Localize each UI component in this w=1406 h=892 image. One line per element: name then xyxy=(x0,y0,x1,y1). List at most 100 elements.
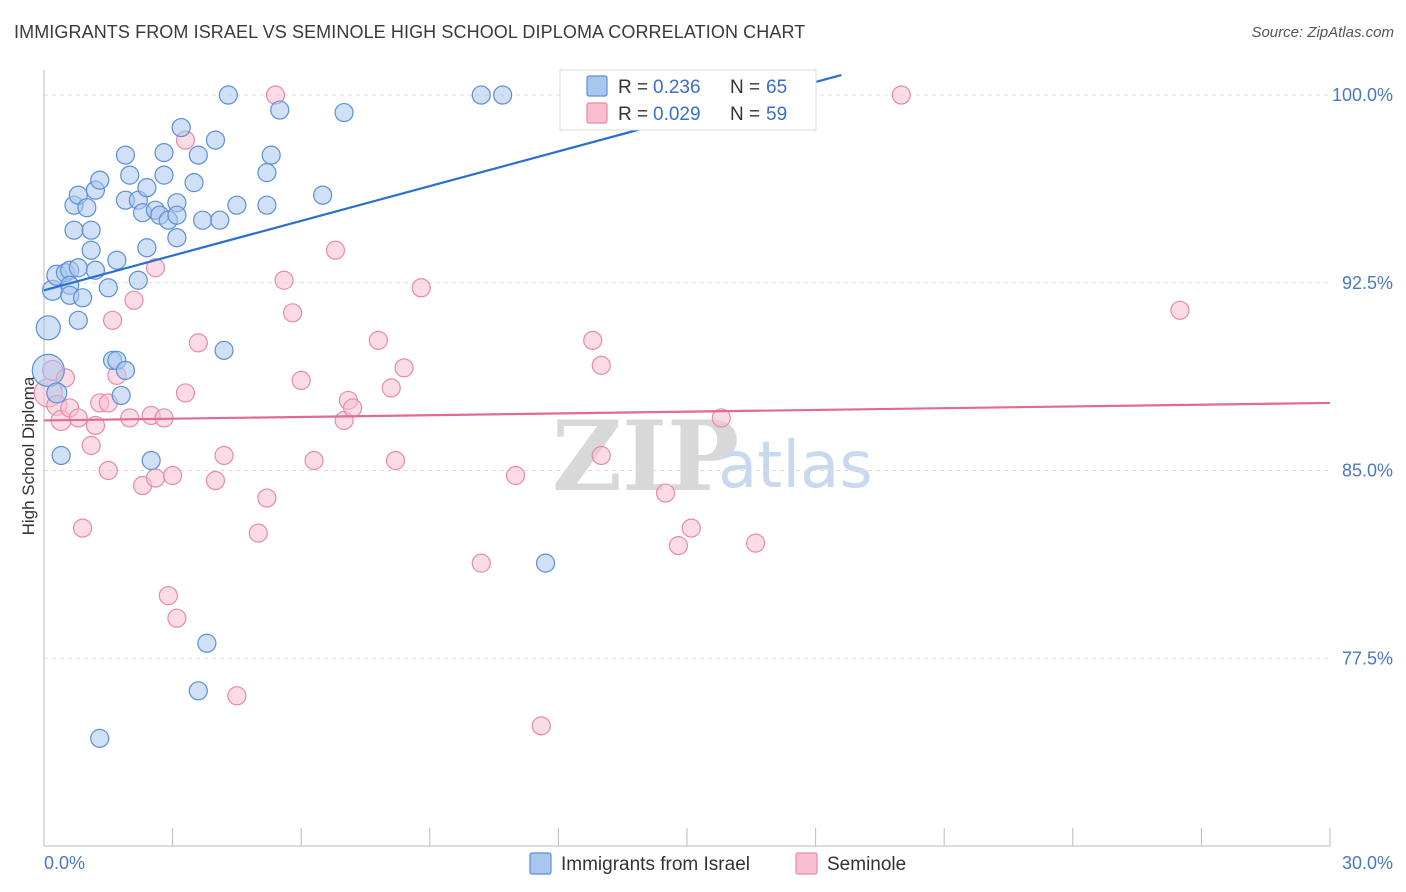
israel-point xyxy=(98,278,118,298)
seminole-point xyxy=(394,358,414,378)
bottom-legend-label-israel: Immigrants from Israel xyxy=(561,854,750,875)
seminole-point xyxy=(681,518,701,538)
israel-point xyxy=(90,170,110,190)
israel-point xyxy=(154,143,174,163)
seminole-point xyxy=(411,278,431,298)
seminole-point xyxy=(81,435,101,456)
israel-point xyxy=(493,85,513,105)
legend-r-label: R = xyxy=(618,77,648,98)
seminole-point xyxy=(668,536,689,556)
israel-point xyxy=(90,728,110,748)
source-credit: Source: ZipAtlas.com xyxy=(1251,24,1394,41)
israel-point xyxy=(188,145,208,165)
seminole-points xyxy=(33,85,1190,736)
israel-point xyxy=(115,360,136,380)
seminole-point xyxy=(158,586,178,606)
seminole-point xyxy=(745,533,766,553)
seminole-point xyxy=(145,258,166,278)
israel-point xyxy=(257,195,277,215)
seminole-point xyxy=(891,85,911,105)
seminole-point xyxy=(381,378,401,398)
israel-point xyxy=(137,178,157,198)
legend-swatch-blue xyxy=(586,75,608,97)
israel-point xyxy=(77,198,97,218)
y-axis-title: High School Diploma xyxy=(19,376,38,535)
legend-r-label: R = xyxy=(618,104,648,125)
israel-point xyxy=(141,450,161,471)
israel-point xyxy=(167,228,187,248)
legend-n-value: 65 xyxy=(766,77,787,98)
x-tick-label: 0.0% xyxy=(44,853,85,873)
israel-point xyxy=(227,195,247,215)
x-tick-labels: 0.0% 30.0% xyxy=(44,853,1393,873)
israel-point xyxy=(64,220,84,240)
seminole-point xyxy=(274,270,294,290)
israel-point xyxy=(313,185,333,205)
gridlines xyxy=(44,94,1330,659)
seminole-point xyxy=(120,408,140,428)
seminole-point xyxy=(175,383,196,403)
seminole-point xyxy=(85,415,106,436)
bottom-legend: Immigrants from Israel Seminole xyxy=(529,852,906,875)
israel-point xyxy=(205,130,226,150)
seminole-point xyxy=(1170,300,1190,320)
watermark: ZIP atlas xyxy=(552,400,873,513)
seminole-point xyxy=(68,408,88,428)
israel-point xyxy=(218,85,238,105)
israel-point xyxy=(257,163,277,183)
seminole-point xyxy=(163,465,183,486)
seminole-point xyxy=(214,445,234,466)
israel-point xyxy=(154,165,174,185)
seminole-trend-line xyxy=(43,401,1331,422)
seminole-point xyxy=(385,450,406,471)
israel-point xyxy=(46,382,68,404)
israel-point xyxy=(111,385,131,406)
legend-swatch-pink xyxy=(586,102,608,124)
israel-point xyxy=(81,240,101,260)
y-tick-label: 85.0% xyxy=(1342,461,1393,481)
israel-point xyxy=(120,165,140,185)
bottom-legend-label-seminole: Seminole xyxy=(827,854,906,875)
seminole-point xyxy=(591,445,611,466)
legend-r-value: 0.029 xyxy=(653,104,701,125)
israel-point xyxy=(115,145,136,165)
israel-point xyxy=(197,633,217,653)
bottom-legend-swatch-pink xyxy=(795,852,818,875)
watermark-zip: ZIP xyxy=(552,400,739,513)
israel-point xyxy=(107,250,127,270)
israel-point xyxy=(167,205,187,225)
israel-point xyxy=(128,270,148,290)
israel-point xyxy=(51,445,71,466)
israel-points xyxy=(31,85,744,748)
israel-point xyxy=(270,100,290,120)
israel-point xyxy=(184,173,204,193)
israel-point xyxy=(68,310,88,330)
x-tick-label: 30.0% xyxy=(1342,853,1393,873)
y-tick-label: 92.5% xyxy=(1342,273,1393,293)
seminole-point xyxy=(102,310,123,330)
axes xyxy=(43,70,1331,847)
seminole-point xyxy=(655,483,676,503)
seminole-point xyxy=(591,355,611,375)
israel-point xyxy=(31,353,65,387)
seminole-point xyxy=(343,398,363,418)
seminole-point xyxy=(531,716,551,736)
bottom-legend-swatch-blue xyxy=(529,852,552,875)
seminole-point xyxy=(711,408,731,428)
israel-point xyxy=(72,288,93,308)
seminole-point xyxy=(188,333,208,353)
israel-point xyxy=(214,340,234,360)
seminole-point xyxy=(283,303,303,323)
y-tick-label: 77.5% xyxy=(1342,648,1393,668)
legend-r-value: 0.236 xyxy=(653,77,701,98)
israel-point xyxy=(535,553,556,573)
israel-point xyxy=(261,145,281,165)
seminole-point xyxy=(291,370,311,390)
seminole-point xyxy=(471,553,491,573)
seminole-point xyxy=(205,470,226,491)
israel-point xyxy=(193,210,213,230)
seminole-point xyxy=(98,460,118,481)
legend-n-value: 59 xyxy=(766,104,787,125)
seminole-point xyxy=(304,450,324,471)
y-tick-labels: 77.5% 85.0% 92.5% 100.0% xyxy=(1332,85,1393,668)
